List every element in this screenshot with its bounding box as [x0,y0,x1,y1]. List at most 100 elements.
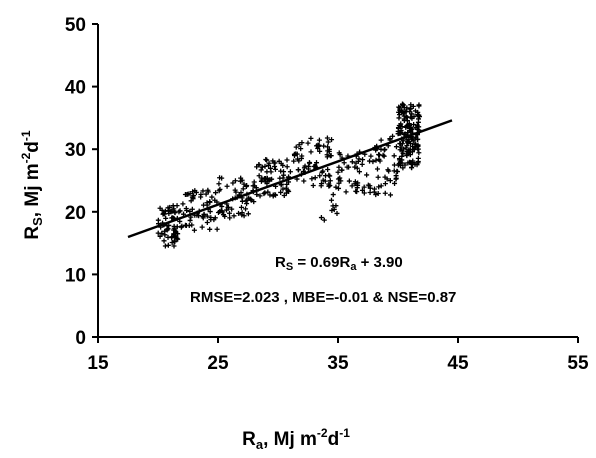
data-point [157,205,163,211]
data-point [329,207,335,213]
data-point [200,215,206,221]
data-point [325,139,331,145]
data-point [387,178,393,184]
data-point [298,146,304,152]
data-point [296,167,302,173]
data-point [198,191,204,197]
data-point [395,125,401,131]
data-point [280,186,286,192]
data-point [392,180,398,186]
data-point [333,184,339,190]
data-point [359,161,365,167]
data-point [339,167,345,173]
data-point [284,164,290,170]
data-point [171,231,177,237]
data-point [220,212,226,218]
data-point [171,238,177,244]
data-point [302,163,308,169]
data-point [327,183,333,189]
data-point [410,138,416,144]
data-point [310,182,316,188]
data-point [296,158,302,164]
data-point [387,192,393,198]
data-point [330,192,336,198]
data-point [257,193,263,199]
data-point [180,201,186,207]
data-point [281,172,287,178]
data-point [299,140,305,146]
data-point [277,175,283,181]
data-point [184,207,190,213]
data-point [162,232,168,238]
data-point [205,189,211,195]
data-point [214,226,220,232]
data-point [396,131,402,137]
data-point [204,219,210,225]
data-point [336,164,342,170]
data-point [308,135,314,141]
data-point [171,225,177,231]
data-point [393,175,399,181]
data-point [399,148,405,154]
data-point [261,191,267,197]
data-point [212,197,218,203]
data-point [356,169,362,175]
data-point [322,178,328,184]
data-point [410,103,416,109]
data-point [217,186,223,192]
data-point [415,119,421,125]
data-point [284,181,290,187]
data-point [316,142,322,148]
data-point [401,104,407,110]
data-point [387,136,393,142]
data-point [400,102,406,108]
data-point [285,187,291,193]
data-point [239,198,245,204]
data-point [187,191,193,197]
data-point [219,175,225,181]
data-point [259,164,265,170]
data-point [270,193,276,199]
y-tick-label: 40 [65,78,86,99]
data-point [215,210,221,216]
data-point [381,153,387,159]
data-point [325,166,331,172]
data-point [157,233,163,239]
data-point [398,108,404,114]
data-point [155,230,161,236]
data-point [267,165,273,171]
data-point [398,144,404,150]
data-point [263,156,269,162]
data-point [194,212,200,218]
data-point [408,129,414,135]
data-point [382,181,388,187]
data-point [199,224,205,230]
data-point [254,164,260,170]
data-point [331,207,337,213]
y-axis-title: RS, Mj m-2d-1 [19,130,45,240]
data-point [378,183,384,189]
data-point [367,185,373,191]
x-axis-title: Ra, Mj m-2d-1 [242,426,350,452]
data-point [238,204,244,210]
y-tick-label: 10 [65,265,86,286]
data-point [172,210,178,216]
data-point [267,192,273,198]
data-point [232,187,238,193]
data-point [336,185,342,191]
data-point [375,174,381,180]
data-point [166,211,172,217]
data-point [305,166,311,172]
data-point [223,207,229,213]
data-points [155,101,423,249]
data-point [414,137,420,143]
data-point [155,217,161,223]
x-tick-group: 15 25 35 45 55 [87,337,589,374]
data-point [376,156,382,162]
data-point [416,103,422,109]
data-point [225,204,231,210]
data-point [258,167,264,173]
data-point [396,112,402,118]
data-point [349,159,355,165]
data-point [171,243,177,249]
